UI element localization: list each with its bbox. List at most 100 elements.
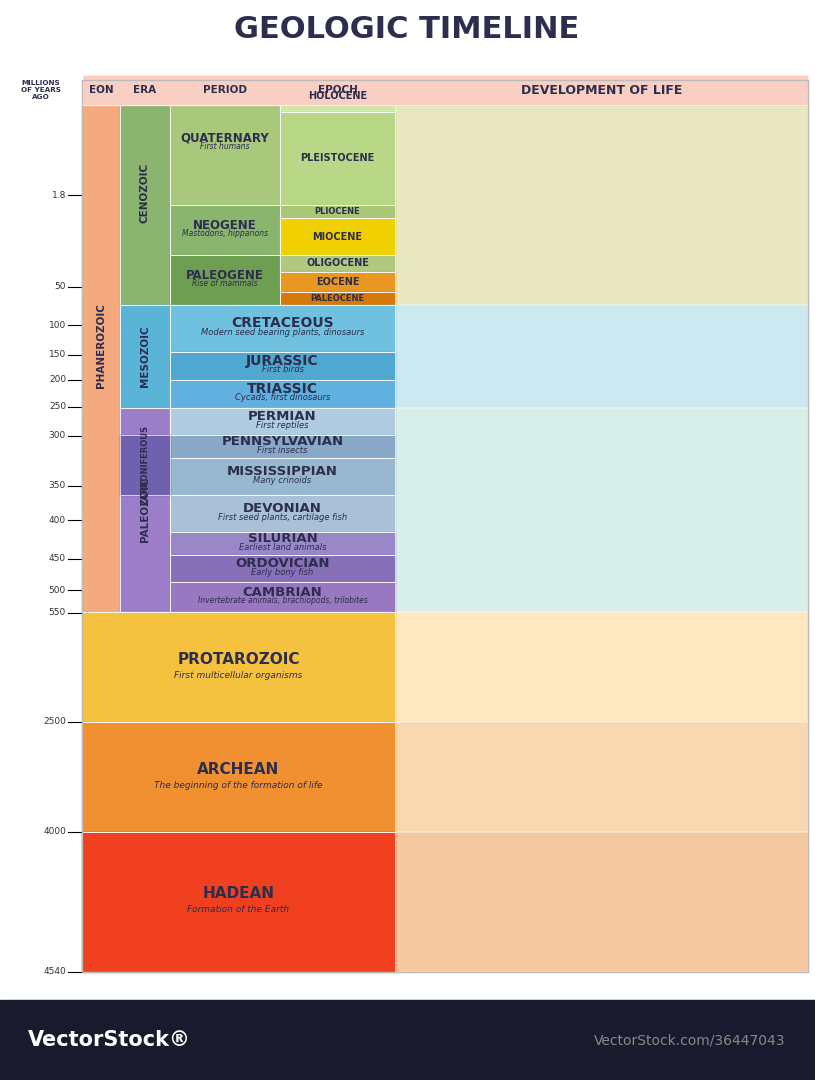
Bar [120,80,170,305]
Text: 2500: 2500 [43,717,66,727]
Text: 4540: 4540 [43,968,66,976]
Text: DEVONIAN: DEVONIAN [243,502,322,515]
Bar [280,272,395,292]
Bar [120,305,170,408]
Text: MISSISSIPPIAN: MISSISSIPPIAN [227,465,338,478]
Bar [170,408,395,435]
Text: 100: 100 [49,321,66,329]
Bar [82,612,395,723]
Bar [170,555,395,582]
Text: PALEOGENE: PALEOGENE [186,269,264,282]
Text: 50: 50 [55,282,66,292]
Bar [280,80,395,112]
Bar [280,205,395,218]
Text: PLEISTOCENE: PLEISTOCENE [301,153,375,163]
Bar [395,80,808,305]
Bar [280,292,395,305]
Bar [120,435,170,495]
Text: PERIOD: PERIOD [203,85,247,95]
Text: CRETACEOUS: CRETACEOUS [231,316,334,330]
Bar [170,80,280,205]
Text: PALEOZOIC: PALEOZOIC [140,477,150,542]
Bar [170,458,395,495]
Text: ARCHEAN: ARCHEAN [197,761,280,777]
Bar [170,532,395,555]
Text: HOLOCENE: HOLOCENE [308,91,367,100]
Bar [280,255,395,272]
Bar [395,612,808,723]
Bar [82,75,808,105]
Text: 150: 150 [49,350,66,359]
Text: Cycads, first dinosaurs: Cycads, first dinosaurs [235,393,330,403]
Text: CAMBRIAN: CAMBRIAN [243,585,323,598]
Bar [170,458,395,495]
Text: OLIGOCENE: OLIGOCENE [306,258,369,269]
Bar [170,495,395,532]
Bar [170,255,280,305]
Text: NEOGENE: NEOGENE [193,219,257,232]
Text: Many crinoids: Many crinoids [253,476,311,485]
Bar [170,435,395,458]
Bar [395,832,808,972]
Text: Formation of the Earth: Formation of the Earth [187,905,289,915]
Bar [170,582,395,612]
Text: CENOZOIC: CENOZOIC [140,162,150,222]
Bar [82,612,395,723]
Text: PENNSYLVAVIAN: PENNSYLVAVIAN [222,435,344,448]
Text: EPOCH: EPOCH [318,85,358,95]
Bar [280,112,395,205]
Bar [280,218,395,255]
Text: SILURIAN: SILURIAN [248,532,317,545]
Bar [120,80,170,305]
Text: DEVELOPMENT OF LIFE: DEVELOPMENT OF LIFE [521,83,682,96]
Bar [82,832,395,972]
Bar [170,352,395,380]
Bar [0,75,82,105]
Text: Mastodons, hipparions: Mastodons, hipparions [182,229,268,238]
Bar [395,723,808,832]
Text: VectorStock.com/36447043: VectorStock.com/36447043 [593,1032,785,1047]
Bar [395,305,808,408]
Bar [170,205,280,255]
Text: 1.8: 1.8 [51,190,66,200]
Text: Early bony fish: Early bony fish [251,568,314,577]
Bar [170,255,280,305]
Bar [280,80,395,112]
Text: PALEOCENE: PALEOCENE [311,294,364,303]
Bar [82,832,395,972]
Bar [170,408,395,435]
Bar [82,723,395,832]
Bar [170,305,395,352]
Bar [280,255,395,272]
Bar [170,380,395,408]
Text: EON: EON [89,85,113,95]
Bar [82,80,808,972]
Bar [395,408,808,612]
Text: QUATERNARY: QUATERNARY [181,132,270,145]
Text: PHANEROZOIC: PHANEROZOIC [96,303,106,389]
Bar [120,435,170,495]
Text: 200: 200 [49,375,66,384]
Bar [120,305,170,408]
Text: First humans: First humans [200,141,250,150]
Bar [170,582,395,612]
Text: First birds: First birds [262,365,303,375]
Text: 500: 500 [49,585,66,594]
Text: MILLIONS
OF YEARS
AGO: MILLIONS OF YEARS AGO [21,80,61,100]
Bar [170,555,395,582]
Bar [280,292,395,305]
Text: First seed plants, cartilage fish: First seed plants, cartilage fish [218,513,347,522]
Text: CARBONIFEROUS: CARBONIFEROUS [140,426,149,505]
Bar [395,832,808,972]
Text: Invertebrate animals, brachiopods, trilobites: Invertebrate animals, brachiopods, trilo… [197,596,368,605]
Text: ERA: ERA [134,85,156,95]
Bar [120,408,170,612]
Bar [170,205,280,255]
Text: 4000: 4000 [43,827,66,837]
Bar [280,205,395,218]
Bar [395,612,808,723]
Text: First multicellular organisms: First multicellular organisms [174,671,302,679]
Bar [170,495,395,532]
Text: 550: 550 [49,608,66,617]
Text: 250: 250 [49,403,66,411]
